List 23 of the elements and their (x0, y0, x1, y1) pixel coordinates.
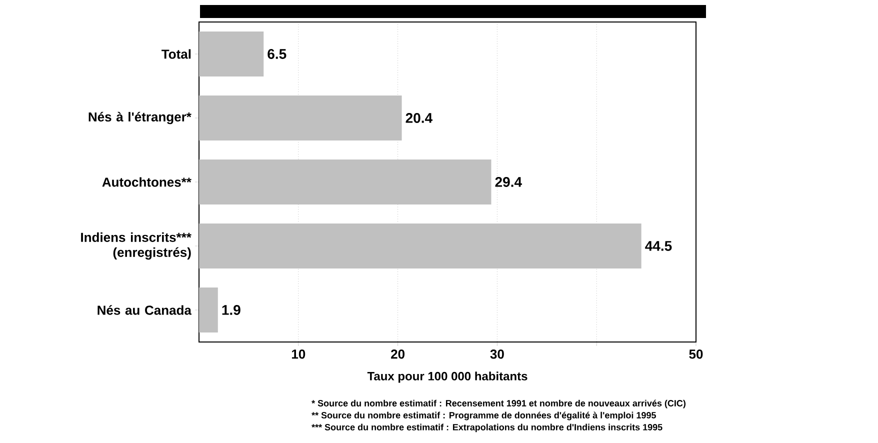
x-tick-label: 30 (490, 350, 504, 359)
x-axis-title: Taux pour 100 000 habitants (367, 372, 528, 383)
data-label: 20.4 (406, 113, 432, 123)
data-label: 29.4 (495, 177, 522, 187)
data-label: 44.5 (645, 241, 672, 251)
y-tick-label: Nés à l'étranger* (88, 112, 192, 124)
data-label: 6.5 (268, 49, 286, 59)
x-tick-label: 10 (292, 350, 306, 359)
data-label: 1.9 (222, 305, 240, 315)
bar (199, 287, 218, 332)
text: * Source du nombre estimatif : Recensement 1991 et nombre de nouveaux arrivés (CIC) (312, 400, 686, 408)
y-tick-label: Total (162, 49, 191, 59)
bar (199, 95, 402, 140)
bar (199, 31, 264, 76)
x-tick-label: 50 (689, 350, 703, 359)
y-tick-label: Nés au Canada (98, 305, 192, 315)
y-tick-label: Indiens inscrits*** (enregistrés) (81, 232, 192, 260)
x-tick-label: 20 (391, 350, 404, 359)
bar (199, 159, 492, 204)
y-tick-label: Autochtones** (102, 177, 192, 187)
text: *** Source du nombre estimatif : Extrapolations du nombre d'Indiens inscrits 1995 (312, 424, 662, 432)
bar (199, 223, 642, 268)
text: ** Source du nombre estimatif : Programme de données d'égalité à l'emploi 1995 (312, 412, 656, 420)
